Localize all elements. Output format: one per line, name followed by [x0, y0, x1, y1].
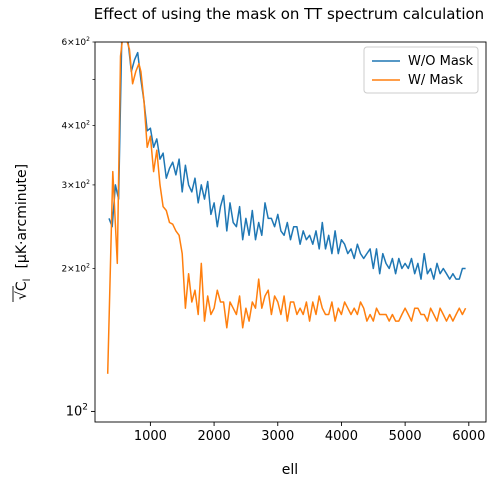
series-line-w-mask	[106, 42, 467, 374]
x-tick-label: 3000	[261, 429, 294, 444]
plot-area	[95, 42, 486, 422]
y-tick-label: 3×102	[61, 179, 90, 191]
y-tick-label: 4×102	[61, 120, 90, 132]
svg-text:√Cl[μK·arcminute]: √Cl [μK·arcminute]	[14, 164, 33, 300]
legend-label-w-mask: W/ Mask	[408, 73, 463, 88]
x-tick-label: 2000	[198, 429, 231, 444]
y-axis-label-units: [μK·arcminute]	[14, 164, 30, 269]
legend-box	[363, 46, 479, 94]
x-tick-label: 4000	[325, 429, 358, 444]
x-tick-label: 5000	[389, 429, 422, 444]
y-axis-label-subscript: l	[22, 279, 33, 282]
y-axis: 102 2×102 3×102 4×102 6×102	[61, 36, 95, 419]
x-axis: 1000 2000 3000 4000 5000 6000	[134, 422, 485, 444]
x-axis-label: ell	[282, 462, 298, 478]
legend-label-wo-mask: W/O Mask	[408, 54, 474, 69]
y-axis-label-sqrt: √	[14, 291, 30, 300]
x-tick-label: 6000	[452, 429, 485, 444]
y-tick-label: 2×102	[61, 263, 90, 275]
chart-title: Effect of using the mask on TT spectrum …	[94, 5, 484, 23]
plot-frame	[94, 41, 487, 423]
y-tick-label: 102	[66, 402, 88, 419]
series-layer	[106, 42, 467, 374]
y-axis-label-symbol: C	[14, 281, 30, 291]
x-tick-label: 1000	[134, 429, 167, 444]
y-tick-label: 6×102	[61, 36, 90, 48]
series-line-w-o-mask	[108, 42, 466, 280]
y-axis-label: √Cl [μK·arcminute]	[12, 164, 33, 302]
legend: W/O Mask W/ Mask	[363, 46, 479, 94]
